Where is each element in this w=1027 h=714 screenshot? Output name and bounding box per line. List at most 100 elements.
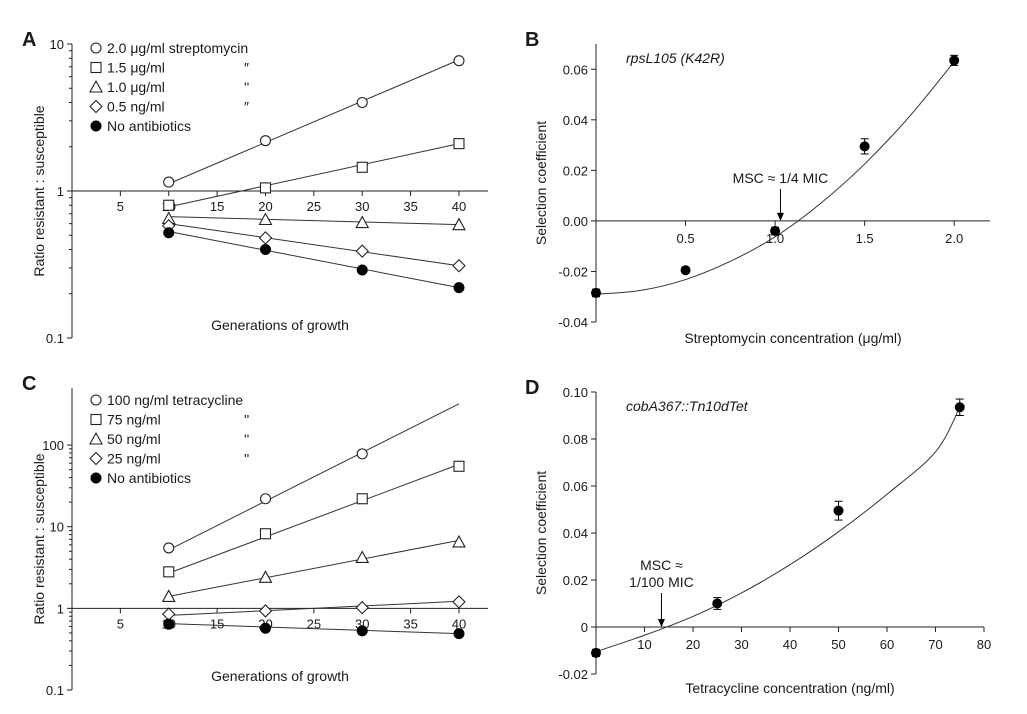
x-tick-label: 20 [686,637,700,652]
legend-ditto: ″ [244,60,249,76]
panel-letter: A [22,29,36,51]
legend-label: 100 ng/ml tetracycline [107,392,243,408]
x-tick-label: 5 [117,616,124,631]
fit-line [168,600,460,616]
y-tick-label: 0.04 [563,526,588,541]
legend-marker [90,42,102,54]
legend-ditto: '' [244,412,249,428]
data-point [161,589,176,602]
data-point [452,258,466,273]
y-tick-label: 0.02 [563,573,588,588]
data-point [452,595,466,609]
panel-letter: C [22,373,36,395]
x-axis-label: Streptomycin concentration (μg/ml) [684,330,901,346]
y-tick-label: 10 [50,520,64,535]
annotation-text: 1/100 MIC [629,574,694,590]
data-point [453,460,465,472]
x-tick-label: 10 [637,637,651,652]
x-tick-label: 15 [210,199,224,214]
fit-line [168,59,460,185]
y-tick-label: -0.02 [558,667,588,682]
data-point [258,570,273,583]
data-point [163,199,175,211]
y-tick-label: 0.1 [46,331,64,346]
data-point [163,227,175,239]
fit-line [168,539,460,597]
x-tick-label: 0.5 [677,231,695,246]
x-tick-label: 15 [210,616,224,631]
data-point [356,493,368,505]
data-point [355,244,370,258]
legend-ditto: '' [244,451,249,467]
data-point [258,212,273,226]
y-tick-label: 10 [50,37,64,52]
x-tick-label: 30 [734,637,748,652]
data-point [591,647,601,658]
legend-ditto: '' [244,79,249,95]
annotation-text: MSC ≈ 1/4 MIC [733,170,829,186]
y-tick-label: -0.04 [558,315,588,330]
legend-label: 50 ng/ml [107,431,161,447]
legend-ditto: ″ [244,99,249,115]
x-tick-label: 40 [783,637,797,652]
panel-letter: D [525,377,539,399]
data-point [163,542,175,554]
data-point [356,161,368,173]
x-tick-label: 25 [307,199,321,214]
annotation-text: MSC ≈ [640,557,683,573]
fit-line [168,403,460,551]
fit-line [168,216,459,226]
x-tick-label: 70 [928,637,942,652]
data-point [453,138,465,150]
data-point [355,600,370,615]
data-point [453,55,465,67]
y-tick-label: 0.10 [563,385,588,400]
panel-letter: B [525,29,539,51]
x-tick-label: 20 [258,199,272,214]
data-point [770,226,781,237]
fit-line [168,143,460,208]
x-tick-label: 40 [452,616,466,631]
data-point [453,282,465,294]
data-point [954,402,965,413]
gene-label: rpsL105 (K42R) [626,50,725,66]
y-tick-label: 0.04 [563,113,588,128]
annotation-arrowhead [657,619,665,627]
y-tick-label: 0.02 [563,163,588,178]
legend-marker [90,120,102,132]
gene-label: cobA367::Tn10dTet [626,398,749,414]
x-tick-label: 35 [403,199,417,214]
data-point [680,265,691,276]
data-point [356,96,368,109]
legend-marker [90,472,102,484]
legend-label: 2.0 μg/ml streptomycin [107,40,248,56]
legend-marker [90,394,102,406]
data-point [452,217,466,231]
y-axis-label: Selection coefficient [533,121,549,245]
y-tick-label: 0 [581,620,588,635]
y-tick-label: 0.1 [46,683,64,698]
data-point [356,264,368,276]
panel-a: A0.11105101520253035402.0 μg/ml streptom… [22,29,488,346]
legend-label: 75 ng/ml [107,412,161,428]
fit-line [168,231,460,289]
data-point [859,141,870,152]
data-point [258,604,273,618]
y-axis-label: Ratio resistant : susceptible [31,453,47,624]
y-tick-label: 100 [42,438,64,453]
fit-curve [595,407,961,653]
fit-line [168,623,459,635]
y-tick-label: 1 [57,184,64,199]
x-tick-label: 1.5 [856,231,874,246]
legend-marker [89,431,103,445]
data-point [163,566,175,578]
legend-label: No antibiotics [107,118,191,134]
data-point [591,287,601,298]
x-tick-label: 1.0 [766,231,784,246]
y-tick-label: 1 [57,601,64,616]
data-point [453,628,465,640]
data-point [163,176,175,188]
data-point [259,622,271,634]
annotation-arrowhead [776,212,784,221]
